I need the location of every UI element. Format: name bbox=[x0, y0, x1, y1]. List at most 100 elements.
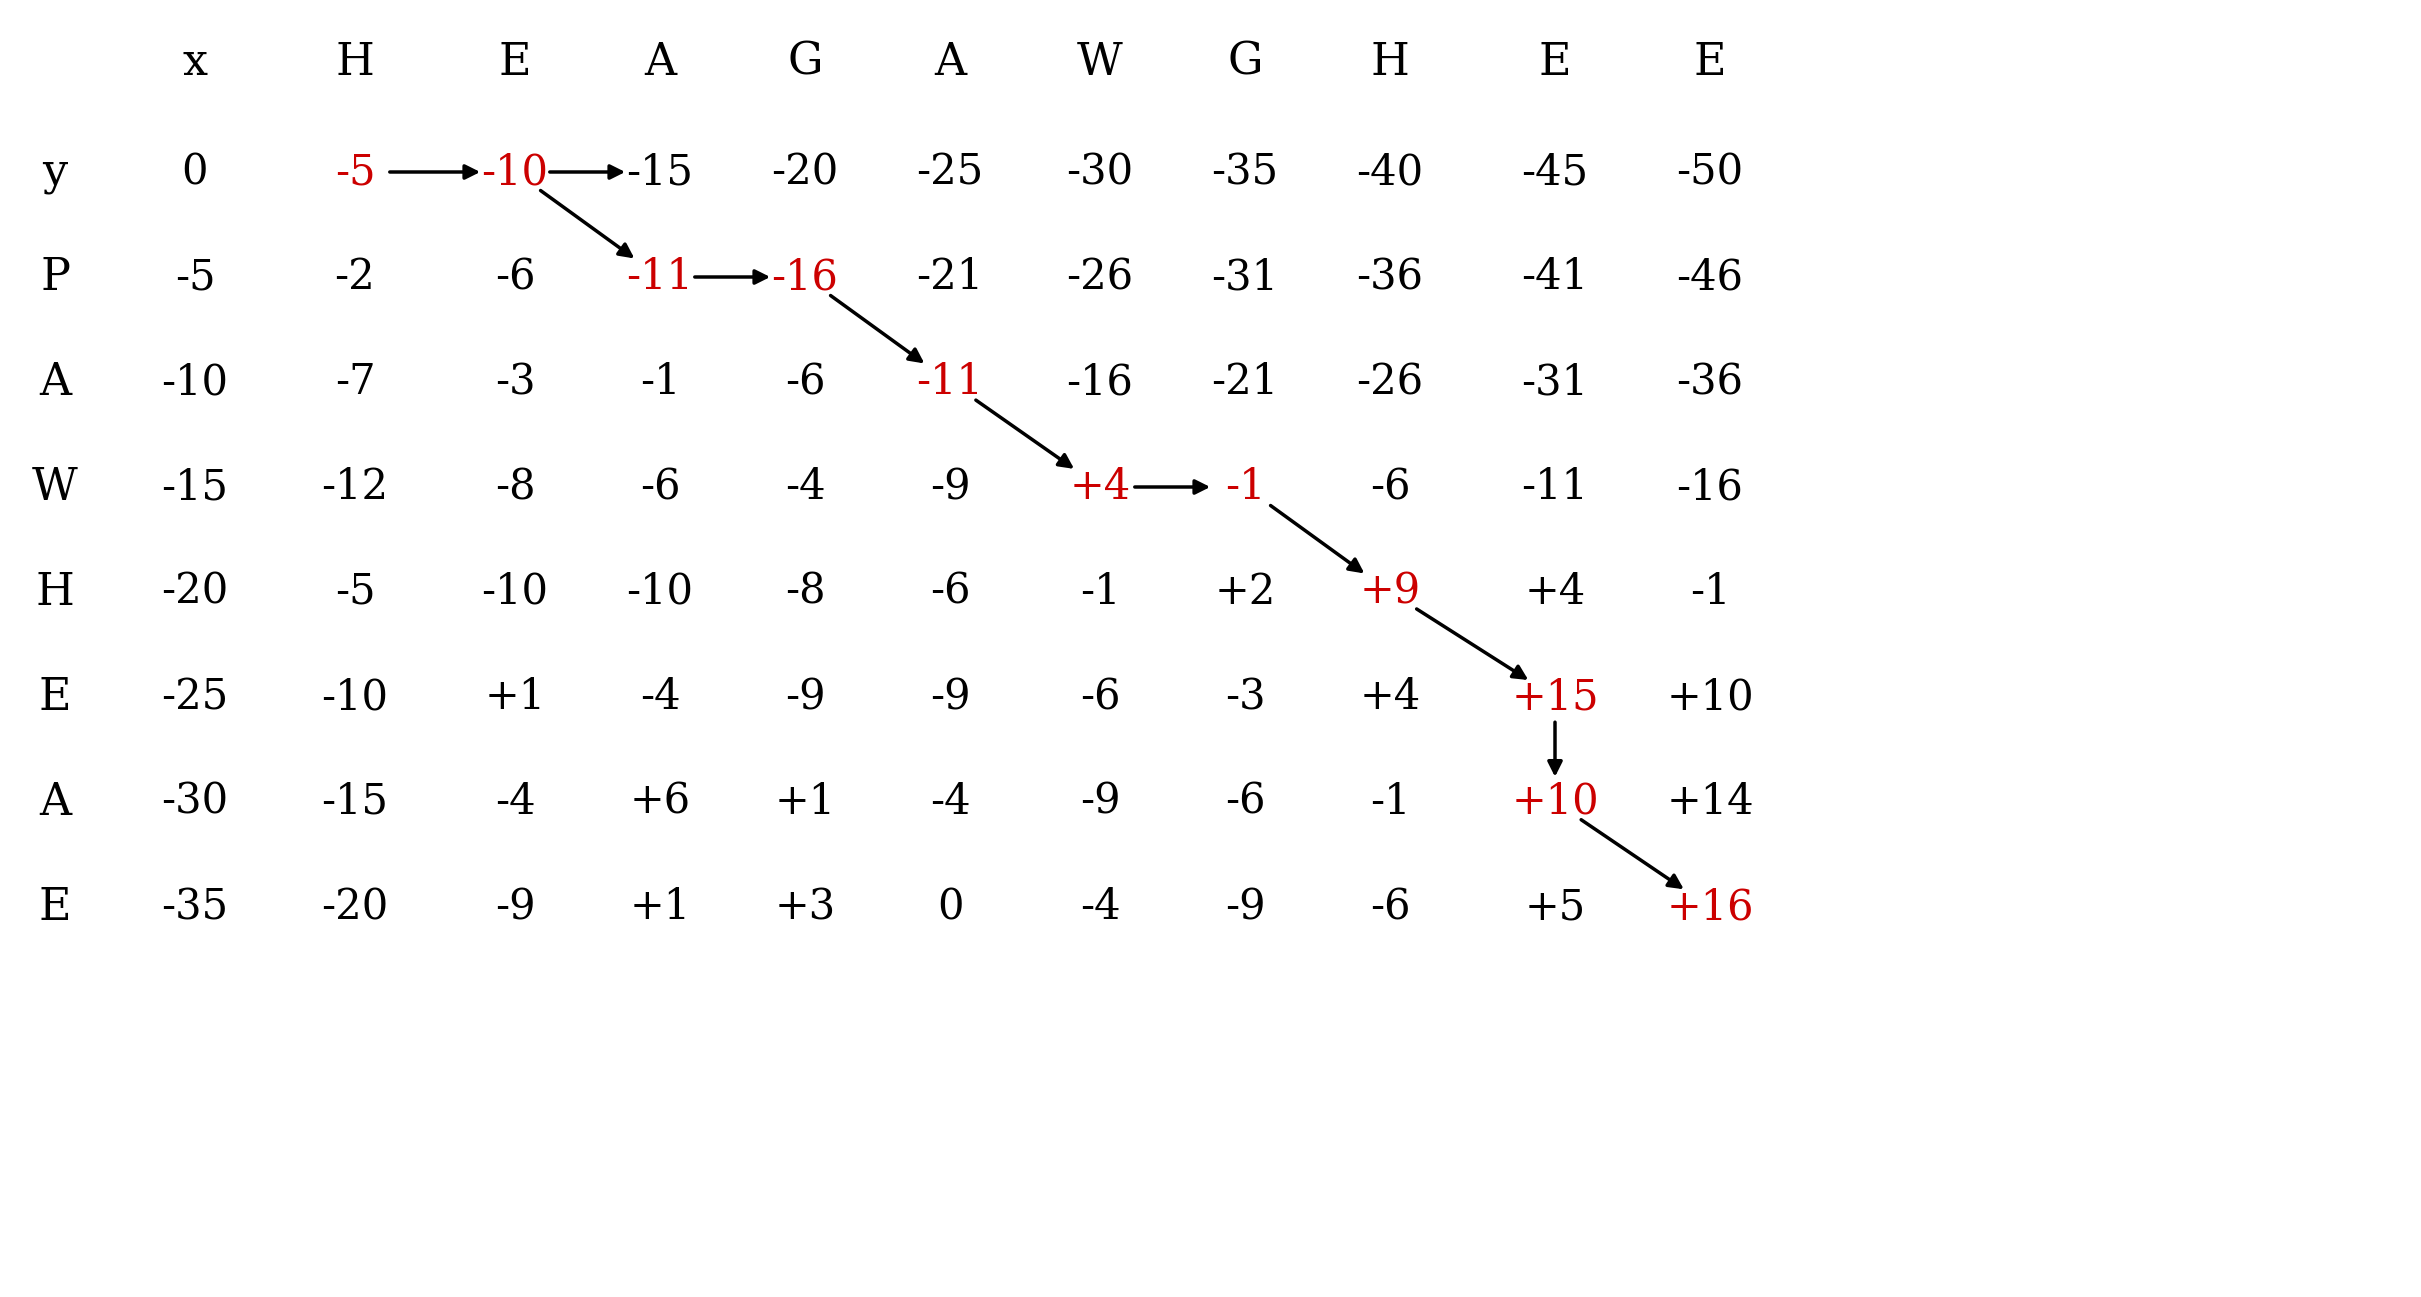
Text: x: x bbox=[182, 40, 208, 83]
Text: -6: -6 bbox=[1225, 781, 1266, 824]
Text: -6: -6 bbox=[930, 571, 971, 613]
Text: +4: +4 bbox=[1525, 571, 1586, 613]
Text: W: W bbox=[1077, 40, 1123, 83]
Text: -10: -10 bbox=[322, 676, 387, 719]
Text: -25: -25 bbox=[162, 676, 228, 719]
Text: -31: -31 bbox=[1210, 256, 1278, 298]
Text: -3: -3 bbox=[1225, 676, 1266, 719]
Text: -5: -5 bbox=[334, 150, 375, 193]
Text: -36: -36 bbox=[1675, 361, 1743, 403]
Text: -10: -10 bbox=[627, 571, 692, 613]
Text: A: A bbox=[935, 40, 966, 83]
Text: +9: +9 bbox=[1361, 571, 1421, 613]
Text: -20: -20 bbox=[322, 886, 390, 927]
Text: -4: -4 bbox=[1080, 886, 1121, 927]
Text: -1: -1 bbox=[1080, 571, 1121, 613]
Text: -15: -15 bbox=[322, 781, 387, 824]
Text: -6: -6 bbox=[1080, 676, 1121, 719]
Text: -31: -31 bbox=[1520, 361, 1588, 403]
Text: -30: -30 bbox=[162, 781, 228, 824]
Text: -3: -3 bbox=[494, 361, 535, 403]
Text: -1: -1 bbox=[1690, 571, 1731, 613]
Text: -4: -4 bbox=[784, 466, 826, 508]
Text: -11: -11 bbox=[918, 361, 983, 403]
Text: -7: -7 bbox=[334, 361, 375, 403]
Text: +4: +4 bbox=[1358, 676, 1421, 719]
Text: A: A bbox=[39, 781, 70, 824]
Text: -46: -46 bbox=[1675, 256, 1743, 298]
Text: +3: +3 bbox=[775, 886, 835, 927]
Text: y: y bbox=[44, 150, 68, 193]
Text: 0: 0 bbox=[182, 150, 208, 193]
Text: -9: -9 bbox=[1080, 781, 1121, 824]
Text: P: P bbox=[41, 256, 70, 298]
Text: -25: -25 bbox=[918, 150, 983, 193]
Text: E: E bbox=[1540, 40, 1571, 83]
Text: +10: +10 bbox=[1666, 676, 1753, 719]
Text: W: W bbox=[31, 466, 77, 508]
Text: -6: -6 bbox=[784, 361, 826, 403]
Text: H: H bbox=[1370, 40, 1409, 83]
Text: -6: -6 bbox=[1370, 886, 1411, 927]
Text: -8: -8 bbox=[494, 466, 535, 508]
Text: -1: -1 bbox=[1370, 781, 1411, 824]
Text: -40: -40 bbox=[1356, 150, 1424, 193]
Text: -45: -45 bbox=[1520, 150, 1588, 193]
Text: -8: -8 bbox=[784, 571, 826, 613]
Text: +14: +14 bbox=[1666, 781, 1753, 824]
Text: G: G bbox=[787, 40, 823, 83]
Text: -11: -11 bbox=[1520, 466, 1588, 508]
Text: +2: +2 bbox=[1215, 571, 1276, 613]
Text: -4: -4 bbox=[494, 781, 535, 824]
Text: -6: -6 bbox=[494, 256, 535, 298]
Text: -16: -16 bbox=[772, 256, 838, 298]
Text: +1: +1 bbox=[775, 781, 835, 824]
Text: -10: -10 bbox=[482, 150, 550, 193]
Text: E: E bbox=[499, 40, 530, 83]
Text: -26: -26 bbox=[1356, 361, 1424, 403]
Text: -6: -6 bbox=[639, 466, 680, 508]
Text: A: A bbox=[39, 361, 70, 403]
Text: E: E bbox=[1695, 40, 1726, 83]
Text: 0: 0 bbox=[937, 886, 964, 927]
Text: -16: -16 bbox=[1678, 466, 1743, 508]
Text: +10: +10 bbox=[1511, 781, 1598, 824]
Text: +4: +4 bbox=[1070, 466, 1131, 508]
Text: -20: -20 bbox=[162, 571, 228, 613]
Text: -21: -21 bbox=[918, 256, 983, 298]
Text: -9: -9 bbox=[1225, 886, 1266, 927]
Text: +1: +1 bbox=[484, 676, 545, 719]
Text: -10: -10 bbox=[162, 361, 228, 403]
Text: H: H bbox=[337, 40, 375, 83]
Text: -9: -9 bbox=[494, 886, 535, 927]
Text: -5: -5 bbox=[334, 571, 375, 613]
Text: +5: +5 bbox=[1525, 886, 1586, 927]
Text: -50: -50 bbox=[1675, 150, 1743, 193]
Text: -15: -15 bbox=[627, 150, 692, 193]
Text: -35: -35 bbox=[162, 886, 228, 927]
Text: -20: -20 bbox=[772, 150, 838, 193]
Text: A: A bbox=[644, 40, 675, 83]
Text: -36: -36 bbox=[1356, 256, 1424, 298]
Text: -30: -30 bbox=[1065, 150, 1133, 193]
Text: -9: -9 bbox=[784, 676, 826, 719]
Text: -5: -5 bbox=[174, 256, 215, 298]
Text: -2: -2 bbox=[334, 256, 375, 298]
Text: -1: -1 bbox=[1225, 466, 1266, 508]
Text: E: E bbox=[39, 886, 70, 929]
Text: -9: -9 bbox=[930, 466, 971, 508]
Text: +6: +6 bbox=[629, 781, 690, 824]
Text: -6: -6 bbox=[1370, 466, 1411, 508]
Text: +16: +16 bbox=[1666, 886, 1753, 927]
Text: -9: -9 bbox=[930, 676, 971, 719]
Text: -21: -21 bbox=[1210, 361, 1278, 403]
Text: H: H bbox=[36, 571, 75, 613]
Text: -10: -10 bbox=[482, 571, 550, 613]
Text: -16: -16 bbox=[1068, 361, 1133, 403]
Text: -4: -4 bbox=[930, 781, 971, 824]
Text: -41: -41 bbox=[1520, 256, 1588, 298]
Text: -35: -35 bbox=[1210, 150, 1278, 193]
Text: -1: -1 bbox=[639, 361, 680, 403]
Text: -26: -26 bbox=[1065, 256, 1133, 298]
Text: -12: -12 bbox=[322, 466, 387, 508]
